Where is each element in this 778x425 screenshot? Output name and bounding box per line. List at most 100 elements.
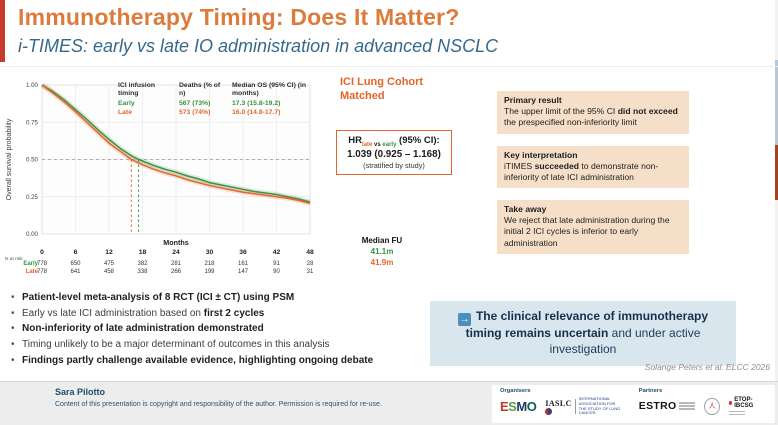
- x-tick-label: 42: [273, 249, 281, 256]
- etop-ibcsg-logo: ETOP-IBCSG: [728, 397, 767, 415]
- risk-value: 641: [70, 269, 81, 275]
- finding-title: Take away: [504, 204, 547, 215]
- finding-title: Primary result: [504, 95, 562, 105]
- risk-value: 778: [37, 261, 48, 267]
- y-tick-label: 0.75: [26, 119, 39, 126]
- page-subtitle: i-TIMES: early vs late IO administration…: [18, 36, 499, 56]
- finding-box: Primary result The upper limit of the 95%…: [497, 91, 689, 134]
- risk-value: 161: [238, 261, 249, 267]
- median-fu-label: Median FU: [361, 236, 403, 245]
- hazard-ratio-box: HRlate vs early (95% CI): 1.039 (0.925 –…: [336, 130, 452, 175]
- risk-value: 281: [171, 261, 182, 267]
- risk-value: 28: [307, 261, 314, 267]
- x-tick-label: 30: [206, 249, 214, 256]
- key-point: • Patient-level meta-analysis of 8 RCT (I…: [11, 292, 295, 303]
- y-axis-label: Overall survival probability: [6, 118, 13, 200]
- hr-sub-early: early: [382, 141, 397, 148]
- bullet-icon: •: [11, 339, 15, 351]
- key-points-list: • Patient-level meta-analysis of 8 RCT (I…: [8, 292, 454, 370]
- median-fu-late: 41.9m: [370, 258, 394, 267]
- x-tick-label: 48: [306, 249, 314, 256]
- footer: Sara Pilotto Content of this presentatio…: [0, 381, 778, 425]
- survival-curve-early: [41, 84, 311, 203]
- iaslc-logo: IASLC International Association for the …: [545, 396, 621, 416]
- bullet-icon: •: [11, 354, 15, 366]
- partners-label: Partners: [638, 388, 663, 394]
- risk-row-label: Late: [26, 269, 39, 275]
- risk-value: 199: [204, 269, 215, 275]
- finding-box: Key interpretation iTIMES succeeded to de…: [497, 145, 689, 189]
- risk-value: 91: [273, 261, 280, 267]
- finding-box: Take away We reject that late administrat…: [497, 200, 689, 254]
- organisers-group: Organisers ESMO IASLC International Asso…: [500, 388, 621, 416]
- risk-value: 778: [37, 269, 48, 275]
- n-at-risk-label: N at risk: [5, 256, 23, 262]
- conclusion-text: The clinical relevance of immunotherapy …: [465, 309, 709, 356]
- hr-suffix: (95% CI):: [396, 135, 440, 146]
- bullet-icon: •: [11, 323, 15, 335]
- legend-deaths: 573 (74%): [179, 109, 211, 117]
- finding-title: Key interpretation: [504, 149, 578, 160]
- etop-tagline-lines: [728, 410, 767, 415]
- legend-header: Median OS (95% CI) (in months): [232, 82, 307, 97]
- iaslc-emblem-icon: [545, 407, 553, 415]
- risk-value: 382: [137, 261, 148, 267]
- cohort-label: ICI Lung Cohort Matched: [340, 76, 424, 102]
- y-tick-label: 1.00: [26, 82, 39, 89]
- partner-round-logo-icon: 人: [704, 397, 720, 415]
- bullet-icon: •: [11, 307, 15, 319]
- risk-value: 650: [70, 261, 81, 267]
- findings-column: Primary result The upper limit of the 95%…: [497, 91, 689, 266]
- author-name: Sara Pilotto: [55, 387, 106, 397]
- conclusion-box: → The clinical relevance of immunotherapy…: [430, 301, 736, 366]
- finding-body: We reject that late administration durin…: [504, 215, 670, 248]
- risk-value: 266: [171, 269, 182, 275]
- legend-series-name: Early: [118, 99, 135, 107]
- citation: Solange Peters et al. ELCC 2026: [644, 362, 770, 372]
- key-point: • Early vs late ICI administration based …: [11, 307, 265, 319]
- legend-series-name: Late: [118, 109, 132, 117]
- risk-value: 31: [307, 269, 314, 275]
- survival-curve-late: [41, 84, 311, 205]
- x-tick-label: 36: [239, 249, 247, 256]
- risk-row-label: Early: [23, 261, 38, 267]
- left-accent-bar: [0, 0, 5, 62]
- y-tick-label: 0.00: [26, 231, 39, 238]
- key-point: • Findings partly challenge available evi…: [11, 354, 374, 366]
- km-legend-table: ICI infusion timing Deaths (% of n) Median…: [118, 82, 328, 117]
- km-svg: 0.00 0.25 0.50 0.75 1.00 Overall survival pro…: [5, 82, 314, 275]
- partners-group: Partners ESTRO 人 ETOP-IBCSG: [639, 388, 767, 415]
- copyright-text: Content of this presentation is copyrigh…: [55, 401, 382, 408]
- risk-value: 458: [104, 269, 115, 275]
- esmo-logo: ESMO: [500, 399, 537, 415]
- etop-dot-icon: [728, 401, 733, 405]
- legend-median-os: 17.3 (15.8-19.2): [232, 99, 281, 107]
- median-fu-block: Median FU 41.1m 41.9m: [342, 236, 422, 267]
- bullet-icon: •: [11, 292, 15, 303]
- risk-value: 475: [104, 261, 115, 267]
- arrow-icon: →: [457, 313, 471, 326]
- right-edge-strip: [775, 0, 778, 425]
- legend-header: Deaths (% of n): [179, 82, 221, 97]
- hr-sub-late: late: [362, 141, 373, 148]
- risk-value: 218: [204, 261, 215, 267]
- hr-note: (stratified by study): [363, 160, 425, 170]
- x-tick-label: 0: [40, 249, 44, 256]
- right-edge-strip-red: [775, 145, 778, 200]
- iaslc-text: International Association for the Study …: [578, 396, 621, 416]
- x-tick-label: 24: [172, 249, 180, 256]
- header-divider: [0, 66, 778, 67]
- finding-body: iTIMES succeeded to demonstrate non-infe…: [504, 160, 659, 182]
- iaslc-divider: [574, 399, 576, 415]
- page-title: Immunotherapy Timing: Does It Matter?: [18, 4, 460, 30]
- key-point: • Non-inferiority of late administration …: [11, 323, 264, 335]
- x-axis-label: Months: [163, 238, 189, 247]
- risk-value: 338: [137, 269, 148, 275]
- legend-deaths: 567 (73%): [179, 99, 211, 107]
- hr-value: 1.039 (0.925 – 1.168): [347, 148, 441, 160]
- risk-value: 90: [273, 269, 280, 275]
- km-survival-chart: 0.00 0.25 0.50 0.75 1.00 Overall survival pro…: [2, 72, 334, 286]
- legend-header: ICI infusion timing: [118, 82, 156, 97]
- organisers-label: Organisers: [500, 388, 531, 394]
